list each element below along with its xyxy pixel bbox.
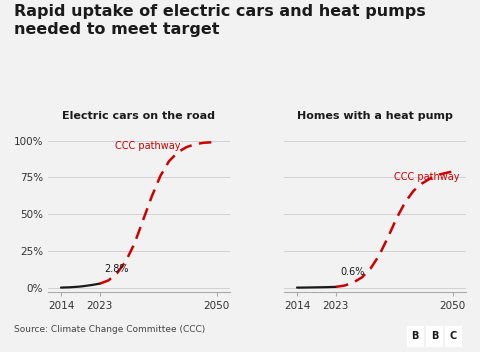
Text: Source: Climate Change Committee (CCC): Source: Climate Change Committee (CCC) (14, 325, 205, 334)
Bar (426, 326, 443, 346)
Text: 2.8%: 2.8% (104, 264, 129, 274)
Text: Rapid uptake of electric cars and heat pumps
needed to meet target: Rapid uptake of electric cars and heat p… (14, 4, 426, 37)
Text: B: B (411, 331, 419, 341)
Text: Electric cars on the road: Electric cars on the road (62, 112, 216, 121)
Text: Homes with a heat pump: Homes with a heat pump (297, 112, 453, 121)
Bar (445, 326, 462, 346)
Bar (407, 326, 424, 346)
Text: 0.6%: 0.6% (340, 267, 365, 277)
Text: B: B (431, 331, 438, 341)
Text: CCC pathway: CCC pathway (115, 141, 180, 151)
Text: C: C (450, 331, 457, 341)
Text: CCC pathway: CCC pathway (394, 172, 459, 182)
